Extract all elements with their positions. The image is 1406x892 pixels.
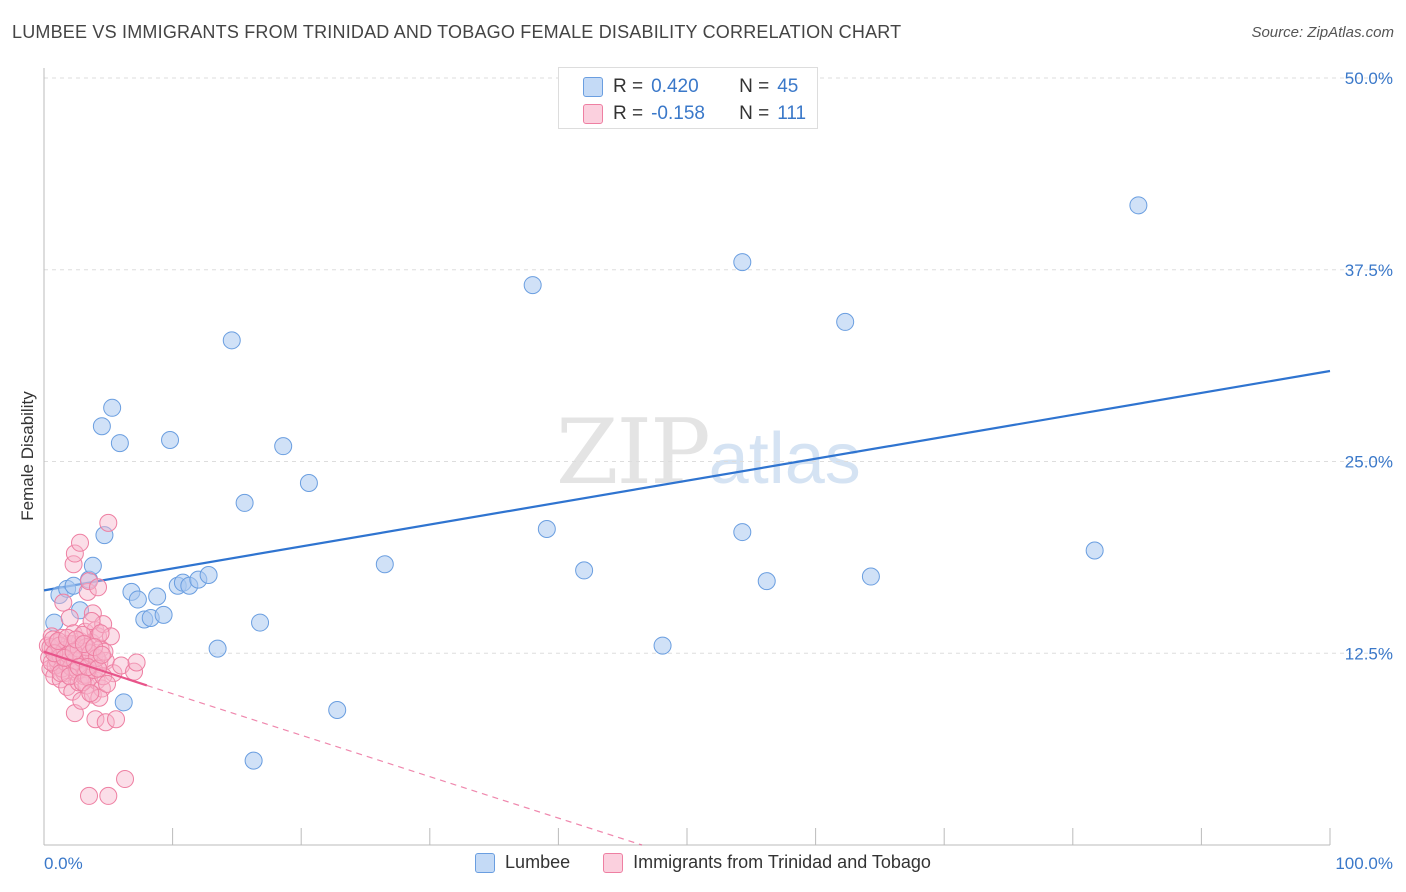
data-point-trinidad <box>92 645 111 664</box>
legend-item-lumbee[interactable]: Lumbee <box>475 852 570 873</box>
data-point-trinidad <box>80 786 99 805</box>
x-tick-label: 0.0% <box>44 854 83 873</box>
r-value: 0.420 <box>651 76 699 97</box>
data-point-trinidad <box>82 612 101 631</box>
series-lumbee-points <box>45 196 1148 770</box>
data-point-trinidad <box>99 513 118 532</box>
data-point-lumbee <box>83 556 102 575</box>
data-point-trinidad <box>95 642 114 661</box>
n-value: 111 <box>777 103 807 124</box>
data-point-trinidad <box>54 593 73 612</box>
legend-label: Immigrants from Trinidad and Tobago <box>633 852 931 872</box>
series-trinidad-points <box>38 513 146 805</box>
data-point-trinidad <box>127 653 146 672</box>
x-tick-label: 100.0% <box>1335 854 1393 873</box>
data-point-lumbee <box>199 566 218 585</box>
data-point-trinidad <box>89 578 108 597</box>
watermark-zip: ZIP <box>556 400 711 505</box>
stats-row-lumbee: R = 0.420 N = 45 <box>583 76 798 98</box>
data-point-trinidad <box>65 544 84 563</box>
trend-line-lumbee <box>43 369 1331 592</box>
watermark: ZIPatlas <box>556 400 861 505</box>
y-axis-label: Female Disability <box>18 391 37 521</box>
data-point-lumbee <box>154 605 173 624</box>
chart-title: LUMBEE VS IMMIGRANTS FROM TRINIDAD AND T… <box>12 22 902 42</box>
data-point-trinidad <box>80 572 99 591</box>
legend-item-trinidad[interactable]: Immigrants from Trinidad and Tobago <box>603 852 931 873</box>
y-tick-label: 50.0% <box>1345 69 1393 88</box>
data-point-lumbee <box>1085 541 1104 560</box>
data-point-lumbee <box>523 276 542 295</box>
axes <box>43 68 1331 846</box>
tick-labels: 12.5% 25.0% 37.5% 50.0% 0.0% 100.0% <box>44 69 1393 873</box>
data-point-trinidad <box>90 688 109 707</box>
watermark-atlas: atlas <box>708 419 861 499</box>
data-point-trinidad <box>98 674 117 693</box>
r-label: R = <box>613 76 644 97</box>
trend-lines <box>43 369 1331 846</box>
data-point-trinidad <box>96 713 115 732</box>
trinidad-swatch <box>583 104 603 124</box>
legend: Lumbee Immigrants from Trinidad and Toba… <box>0 852 1406 878</box>
data-point-lumbee <box>161 431 180 450</box>
data-point-lumbee <box>110 434 129 453</box>
r-label: R = <box>613 103 644 124</box>
y-tick-label: 12.5% <box>1345 644 1393 663</box>
data-point-lumbee <box>103 398 122 417</box>
data-point-lumbee <box>375 555 394 574</box>
r-value: -0.158 <box>651 103 705 124</box>
data-point-lumbee <box>733 523 752 542</box>
data-point-lumbee <box>208 639 227 658</box>
data-point-lumbee <box>274 437 293 456</box>
data-point-lumbee <box>575 561 594 580</box>
data-point-trinidad <box>60 608 79 627</box>
stats-row-trinidad: R = -0.158 N = 111 <box>583 103 806 125</box>
y-tick-label: 37.5% <box>1345 261 1393 280</box>
data-point-lumbee <box>244 751 263 770</box>
data-point-lumbee <box>114 693 133 712</box>
data-point-lumbee <box>328 701 347 720</box>
data-point-lumbee <box>222 331 241 350</box>
data-point-trinidad <box>81 684 100 703</box>
gridlines <box>44 77 1395 654</box>
trend-line-trinidad-dashed <box>146 684 643 846</box>
data-point-trinidad <box>85 638 104 657</box>
y-tick-label: 25.0% <box>1345 453 1393 472</box>
data-point-trinidad <box>86 710 105 729</box>
data-point-lumbee <box>537 519 556 538</box>
source-label: Source: ZipAtlas.com <box>1251 24 1394 41</box>
data-point-lumbee <box>235 493 254 512</box>
lumbee-swatch <box>475 852 496 873</box>
data-point-trinidad <box>101 627 120 646</box>
data-point-lumbee <box>299 473 318 492</box>
data-point-lumbee <box>148 587 167 606</box>
data-point-lumbee <box>128 590 147 609</box>
data-point-trinidad <box>116 770 135 789</box>
stats-box: R = 0.420 N = 45 R = -0.158 N = 111 <box>558 67 818 129</box>
data-point-lumbee <box>861 567 880 586</box>
data-point-trinidad <box>99 786 118 805</box>
data-point-trinidad <box>74 635 93 654</box>
data-point-trinidad <box>107 710 126 729</box>
n-value: 45 <box>777 76 799 97</box>
trend-line-trinidad-solid <box>43 650 148 687</box>
n-label: N = <box>739 76 770 97</box>
data-point-lumbee <box>1129 196 1148 215</box>
data-point-lumbee <box>836 312 855 331</box>
data-point-lumbee <box>733 253 752 272</box>
legend-label: Lumbee <box>505 852 571 872</box>
lumbee-swatch <box>583 77 603 97</box>
data-point-lumbee <box>92 417 111 436</box>
data-point-lumbee <box>251 613 270 632</box>
data-point-trinidad <box>71 533 90 552</box>
trinidad-swatch <box>603 852 624 873</box>
n-label: N = <box>739 103 770 124</box>
data-point-lumbee <box>653 636 672 655</box>
data-point-lumbee <box>757 572 776 591</box>
